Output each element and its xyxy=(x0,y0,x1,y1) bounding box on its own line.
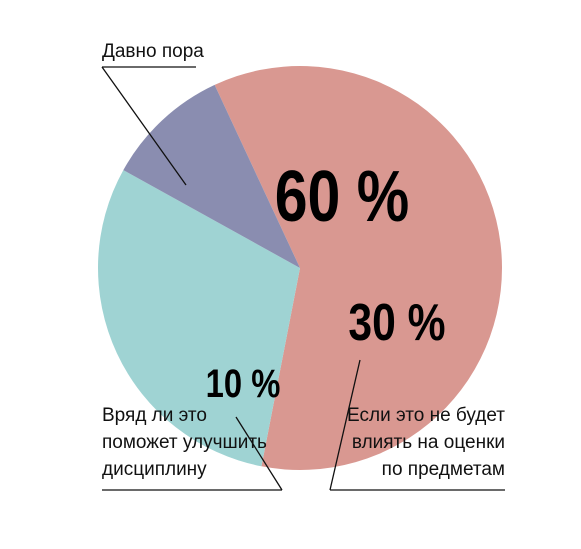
pie-slice-1 xyxy=(214,66,502,471)
pie-slice-3 xyxy=(123,84,301,268)
percent-label-2: 30 % xyxy=(348,294,445,352)
pie-slices xyxy=(97,66,502,471)
percent-label-1: 60 % xyxy=(275,155,410,236)
category-label-1: Давно пора xyxy=(102,41,204,62)
category-label-line: Вряд ли это xyxy=(102,405,207,426)
leader-line-3 xyxy=(102,416,283,491)
category-label-line: Давно пора xyxy=(102,41,204,62)
category-label-line: поможет улучшить xyxy=(102,432,267,453)
category-label-line: Если это не будет xyxy=(347,405,505,426)
category-label-2: Если это не будет влиять на оценки по пред… xyxy=(347,405,505,480)
leader-line-1 xyxy=(101,66,196,186)
category-label-line: влиять на оценки xyxy=(352,432,505,453)
category-label-line: по предметам xyxy=(382,459,505,480)
slice-labels: 60 % 30 % 10 % Давно пора Если это не будет в… xyxy=(102,41,505,480)
percent-label-3: 10 % xyxy=(206,361,281,406)
category-label-line: дисциплину xyxy=(102,459,207,480)
category-label-3: Вряд ли это поможет улучшить дисциплину xyxy=(102,405,267,480)
leader-lines xyxy=(101,66,505,491)
leader-line-2 xyxy=(329,359,505,491)
pie-slice-2 xyxy=(97,170,300,467)
